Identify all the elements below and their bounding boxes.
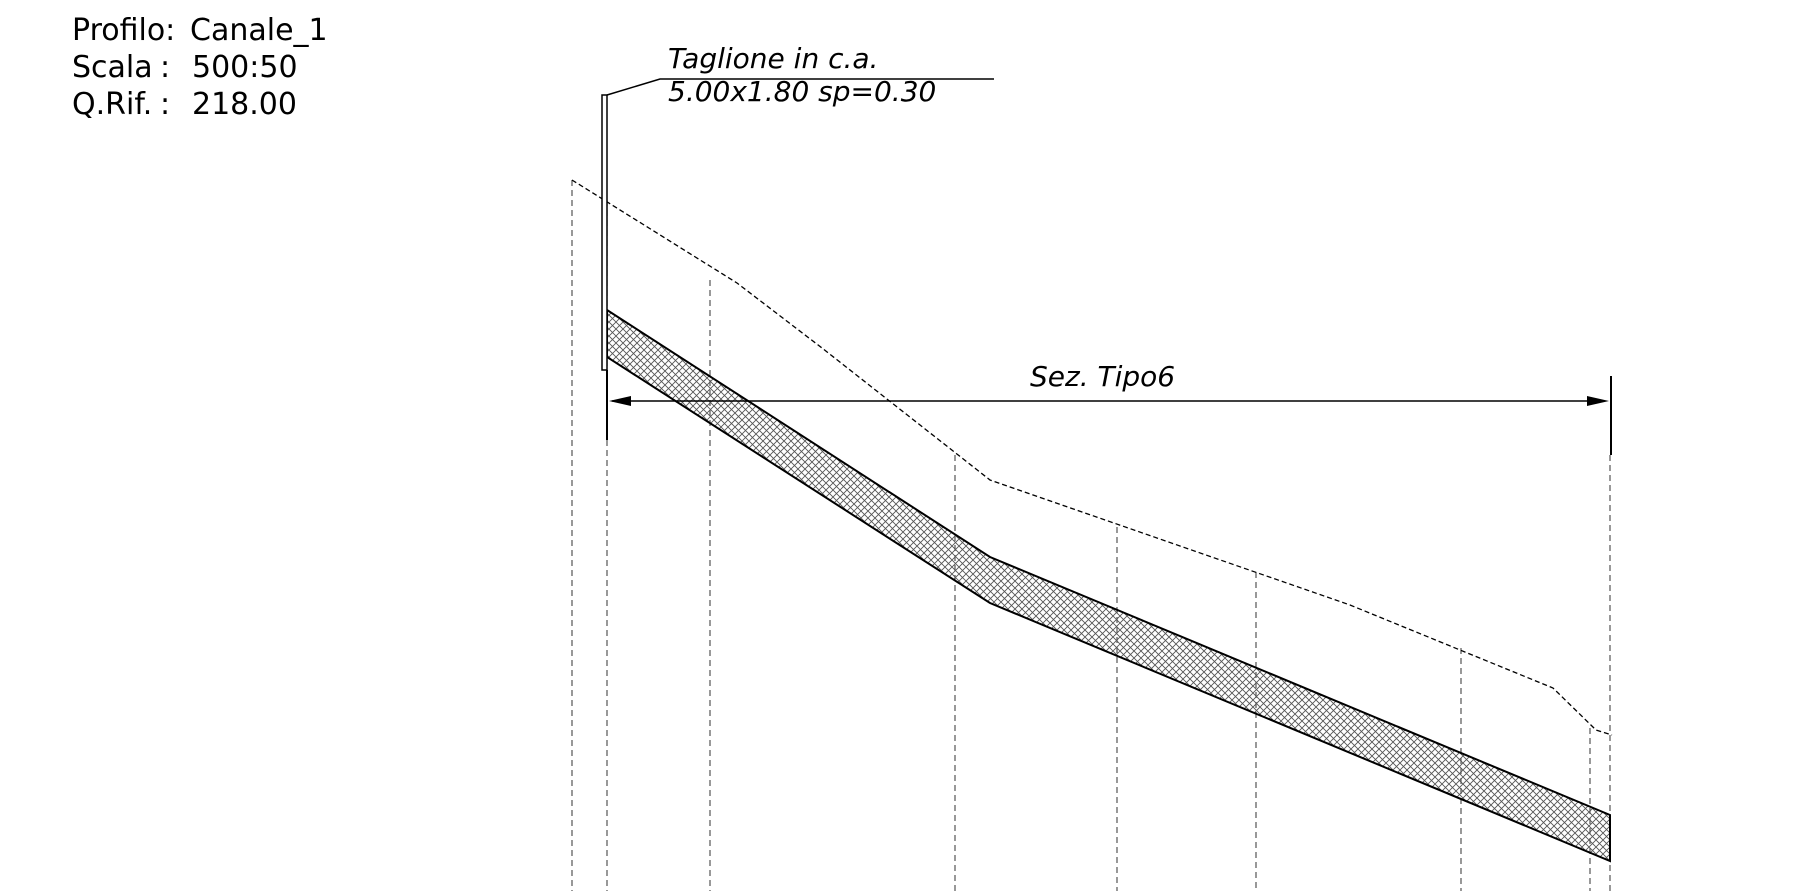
section-dimension xyxy=(609,376,1612,455)
qrif-separator: : xyxy=(160,87,170,122)
dimension-arrow-left xyxy=(609,396,631,406)
scala-value: 500:50 xyxy=(192,50,298,85)
scala-label: Scala xyxy=(72,50,153,85)
taglione-wall xyxy=(601,94,608,371)
dimension-arrow-right xyxy=(1587,396,1609,406)
section-type-label: Sez. Tipo6 xyxy=(1030,360,1175,393)
taglione-leader xyxy=(606,78,994,96)
scala-separator: : xyxy=(160,50,170,85)
profilo-value: Canale_1 xyxy=(190,13,328,48)
qrif-value: 218.00 xyxy=(192,87,297,122)
taglione-label-line2: 5.00x1.80 sp=0.30 xyxy=(668,75,936,108)
ground-profile-line xyxy=(571,179,1613,736)
taglione-label-line1: Taglione in c.a. xyxy=(668,42,878,75)
profilo-label: Profilo: xyxy=(72,13,175,48)
qrif-label: Q.Rif. xyxy=(72,87,152,122)
